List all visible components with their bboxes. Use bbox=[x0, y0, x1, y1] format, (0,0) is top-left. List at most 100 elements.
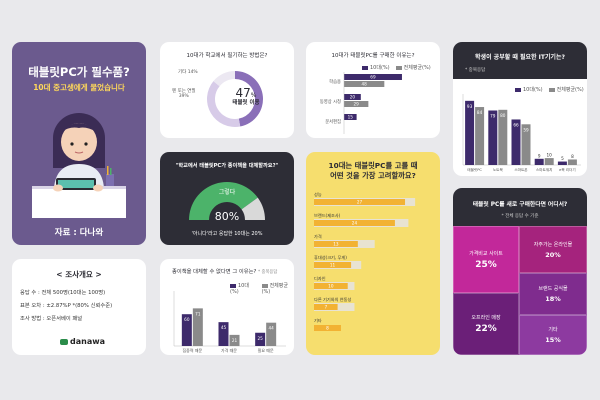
bar-value-label: 11 bbox=[330, 263, 336, 268]
bar bbox=[255, 332, 266, 346]
bar-value-label: 5 bbox=[561, 156, 564, 161]
treemap-value: 18% bbox=[545, 295, 561, 303]
donut-label-pen: 펜 또는 연필 39% bbox=[172, 89, 196, 99]
it-needs-chart: 93 84 태블릿PC 79 80 노트북 66 59 스마트폰 9 10 스마트워치 5 8 e북 리더기 bbox=[462, 94, 581, 172]
bar-value-label: 9 bbox=[538, 153, 541, 158]
bar bbox=[218, 322, 229, 346]
survey-line: 조사 방법 : 오픈서베이 패널 bbox=[20, 316, 83, 322]
bar bbox=[475, 107, 485, 165]
legend-teen: 10대(%) bbox=[362, 64, 390, 71]
treemap-label: 기타 bbox=[548, 327, 558, 333]
bar bbox=[344, 114, 357, 120]
category-label: 브랜드(제조사) bbox=[314, 212, 341, 219]
treemap-value: 15% bbox=[545, 336, 561, 344]
bar-value-label: 10 bbox=[547, 153, 553, 158]
treemap-cell: 브랜드 공식몰 18% bbox=[519, 273, 587, 315]
replace-title: 종이책을 대체할 수 없다면 그 이유는? * 중복응답 bbox=[172, 269, 278, 275]
bar bbox=[498, 109, 508, 165]
treemap-label: 오프라인 매장 bbox=[471, 315, 501, 321]
factors-card: 10대는 태블릿PC를 고를 때 어떤 것을 가장 고려할까요? 성능 27 브랜드… bbox=[306, 152, 440, 355]
y-tick-label: 학습용 bbox=[329, 78, 341, 85]
legend-avg: 전체평균(%) bbox=[395, 64, 431, 71]
bar-value-label: 44 bbox=[268, 326, 274, 331]
why-buy-card: 10대가 태블릿PC를 구매한 이유는? 10대(%) 전체평균(%) 학습용 6… bbox=[306, 42, 440, 138]
donut-slice bbox=[213, 71, 235, 87]
survey-line: 응답 수 : 전체 500명(10대는 100명) bbox=[20, 290, 106, 296]
replace-note: * 중복응답 bbox=[258, 270, 278, 275]
bar-value-label: 15 bbox=[348, 115, 354, 120]
legend-avg: 전체평균(%) bbox=[548, 86, 584, 93]
bar bbox=[344, 101, 369, 107]
bar bbox=[534, 158, 544, 165]
bar bbox=[314, 199, 406, 205]
y-tick-label: 동영상 시청 bbox=[320, 98, 341, 105]
where-buy-title: 태블릿 PC를 새로 구매한다면 어디서? bbox=[472, 202, 568, 208]
hero-card: 태블릿PC가 필수품? 10대 중고생에게 물었습니다 자료 : 다나와 bbox=[12, 42, 146, 245]
treemap-cell: 오프라인 매장 22% bbox=[453, 293, 519, 355]
bar bbox=[544, 158, 554, 165]
bar-value-label: 59 bbox=[523, 127, 529, 132]
bar-value-label: 60 bbox=[184, 317, 190, 322]
category-label: 기타 bbox=[314, 317, 322, 324]
bar bbox=[314, 241, 358, 247]
bar-value-label: 66 bbox=[513, 122, 519, 127]
bar-value-label: 93 bbox=[467, 104, 473, 109]
treemap-label: 가격비교 사이트 bbox=[469, 250, 503, 257]
hero-subtitle: 10대 중고생에게 물었습니다 bbox=[33, 83, 125, 92]
bar-value-label: 8 bbox=[326, 326, 329, 331]
survey-card: < 조사개요 > 응답 수 : 전체 500명(10대는 100명) 표본 오차… bbox=[12, 259, 146, 355]
bar bbox=[465, 100, 475, 165]
x-tick-label: 노트북 bbox=[493, 167, 504, 172]
bar bbox=[314, 283, 348, 289]
hero-title: 태블릿PC가 필수품? bbox=[28, 65, 130, 79]
bar bbox=[314, 262, 352, 268]
bar bbox=[229, 334, 240, 346]
it-needs-note: * 중복응답 bbox=[465, 68, 486, 73]
hero-source: 자료 : 다나와 bbox=[54, 228, 104, 238]
donut-chart bbox=[207, 71, 264, 128]
replace-legend: 10대(%) 전체평균(%) bbox=[230, 282, 294, 295]
gauge-pct: 80% bbox=[214, 210, 240, 223]
category-label: 성능 bbox=[314, 192, 322, 197]
bar bbox=[557, 161, 567, 165]
donut-card: 10대가 학교에서 필기하는 방법은? 기타 14% 펜 또는 연필 39% 4… bbox=[160, 42, 294, 138]
where-buy-note: * 전체 응답 수 기준 bbox=[501, 214, 539, 219]
treemap-cell: 자주가는 온라인몰 20% bbox=[519, 226, 587, 273]
survey-heading: < 조사개요 > bbox=[56, 270, 102, 279]
y-tick-label: 문서편집 bbox=[325, 118, 341, 125]
bar bbox=[344, 74, 402, 80]
where-buy-treemap: 가격비교 사이트 25% 오프라인 매장 22% 자주가는 온라인몰 20% 브랜드 공식몰… bbox=[453, 226, 587, 355]
bar-value-label: 48 bbox=[361, 82, 367, 87]
donut-center-pct: 47 bbox=[235, 86, 251, 100]
donut-center-unit: % bbox=[250, 92, 257, 99]
bar-value-label: 25 bbox=[257, 336, 263, 341]
bar-value-label: 79 bbox=[490, 113, 496, 118]
gauge-slice bbox=[241, 197, 265, 220]
bar bbox=[344, 94, 361, 100]
bar bbox=[511, 119, 521, 165]
bar-value-label: 69 bbox=[370, 75, 376, 80]
bar bbox=[314, 304, 338, 310]
gauge-card: "학교에서 태블릿PC가 종이책을 대체할까요?" 그렇다 80% '아니다'라… bbox=[160, 152, 294, 245]
replace-reason-card: 종이책을 대체할 수 없다면 그 이유는? * 중복응답 10대(%) 전체평균… bbox=[160, 259, 294, 355]
bar-value-label: 13 bbox=[333, 242, 339, 247]
treemap-cell: 기타 15% bbox=[519, 315, 587, 355]
bar bbox=[314, 220, 395, 226]
treemap-label: 자주가는 온라인몰 bbox=[533, 241, 573, 248]
legend-teen: 10대(%) bbox=[515, 86, 543, 93]
x-tick-label: 태블릿PC bbox=[467, 167, 482, 172]
bar bbox=[344, 81, 385, 87]
x-tick-label: 집중력 때문 bbox=[182, 347, 202, 353]
bar bbox=[181, 314, 192, 346]
danawa-logo: danawa bbox=[60, 337, 105, 346]
x-tick-label: 스마트워치 bbox=[536, 167, 553, 172]
student-illustration bbox=[32, 113, 126, 218]
treemap-value: 22% bbox=[475, 324, 497, 334]
bar-value-label: 45 bbox=[221, 325, 227, 330]
treemap-value: 25% bbox=[475, 259, 497, 270]
bar bbox=[266, 322, 277, 346]
category-label: 다른 기기와의 연동성 bbox=[314, 296, 351, 303]
donut-slice bbox=[207, 81, 241, 128]
bar-value-label: 21 bbox=[232, 338, 238, 343]
